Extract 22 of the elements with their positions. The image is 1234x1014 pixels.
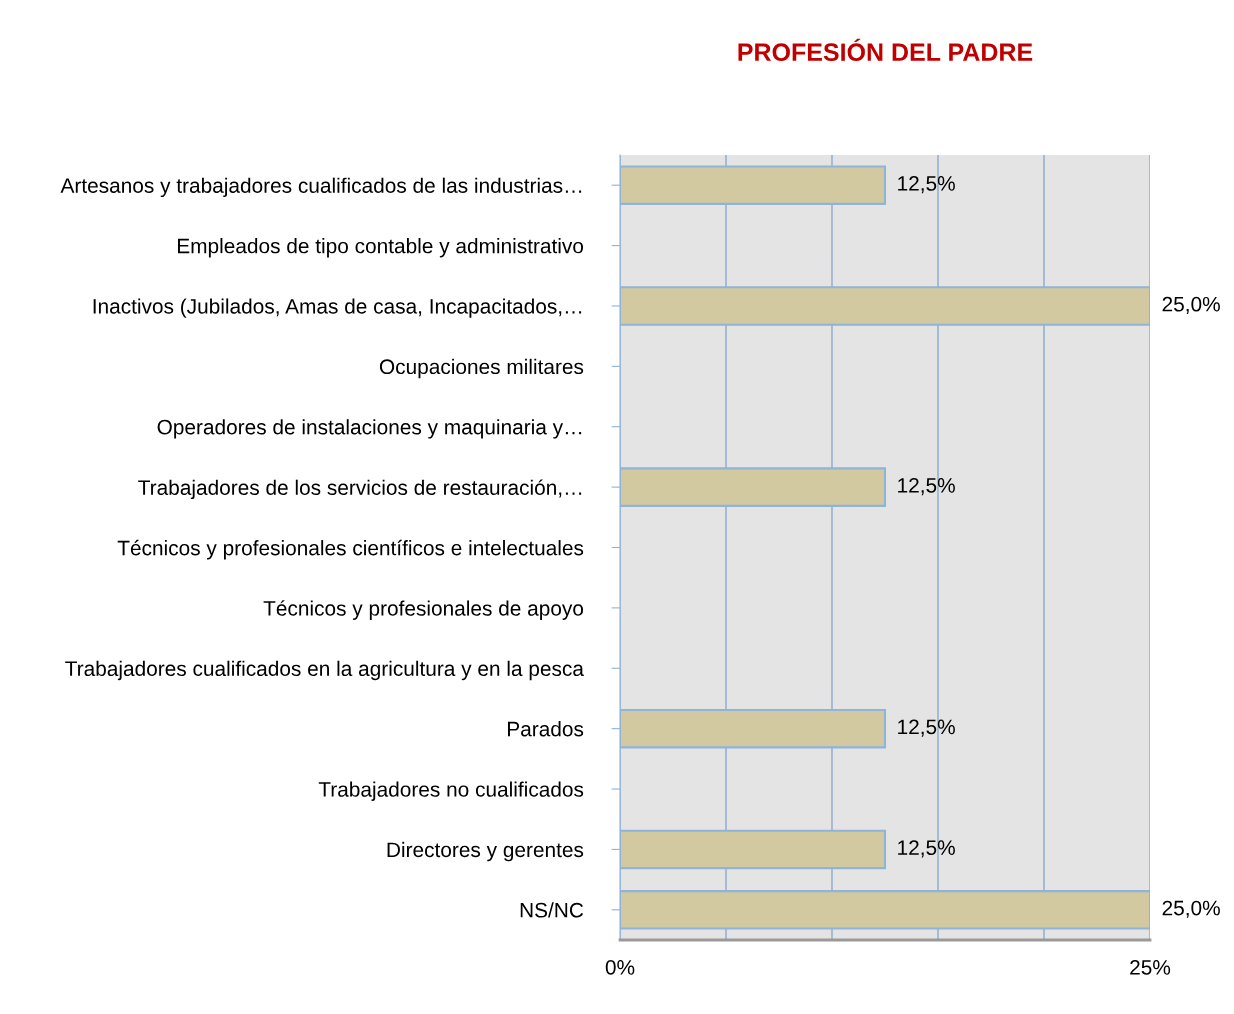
y-tick-label: Trabajadores cualificados en la agricultura y en la pesca (65, 660, 584, 681)
y-tick-label: Parados (508, 721, 584, 737)
x-tick-label: 25% (1130, 959, 1171, 975)
y-tick-label: Empleados de tipo contable y administrativo (177, 238, 584, 258)
chart-title: PROFESIÓN DEL PADRE (738, 38, 1033, 62)
data-label: 12,5% (898, 840, 955, 858)
y-tick-label: Trabajadores no cualificados (318, 781, 584, 801)
x-tick-label: 0% (605, 959, 635, 975)
data-label: 25,0% (1162, 900, 1220, 918)
y-tick-label: Trabajadores de los servicios de restauración,… (138, 479, 582, 500)
y-tick-label: Operadores de instalaciones y maquinaria y… (157, 419, 582, 439)
y-tick-label: Ocupaciones militares (379, 358, 584, 379)
data-label: 12,5% (898, 176, 955, 194)
y-tick-label: NS/NC (520, 902, 584, 918)
y-tick-label: Técnicos y profesionales de apoyo (263, 600, 584, 620)
y-tick-label: Directores y gerentes (387, 841, 584, 862)
y-tick-label: Técnicos y profesionales científicos e intelectuales (117, 539, 584, 560)
data-label: 12,5% (898, 719, 955, 737)
data-label: 25,0% (1162, 296, 1220, 315)
data-label: 12,5% (898, 477, 955, 496)
y-tick-label: Inactivos (Jubilados, Amas de casa, Incapacitados,… (93, 298, 582, 318)
y-tick-label: Artesanos y trabajadores cualificados de las industrias… (60, 177, 582, 198)
